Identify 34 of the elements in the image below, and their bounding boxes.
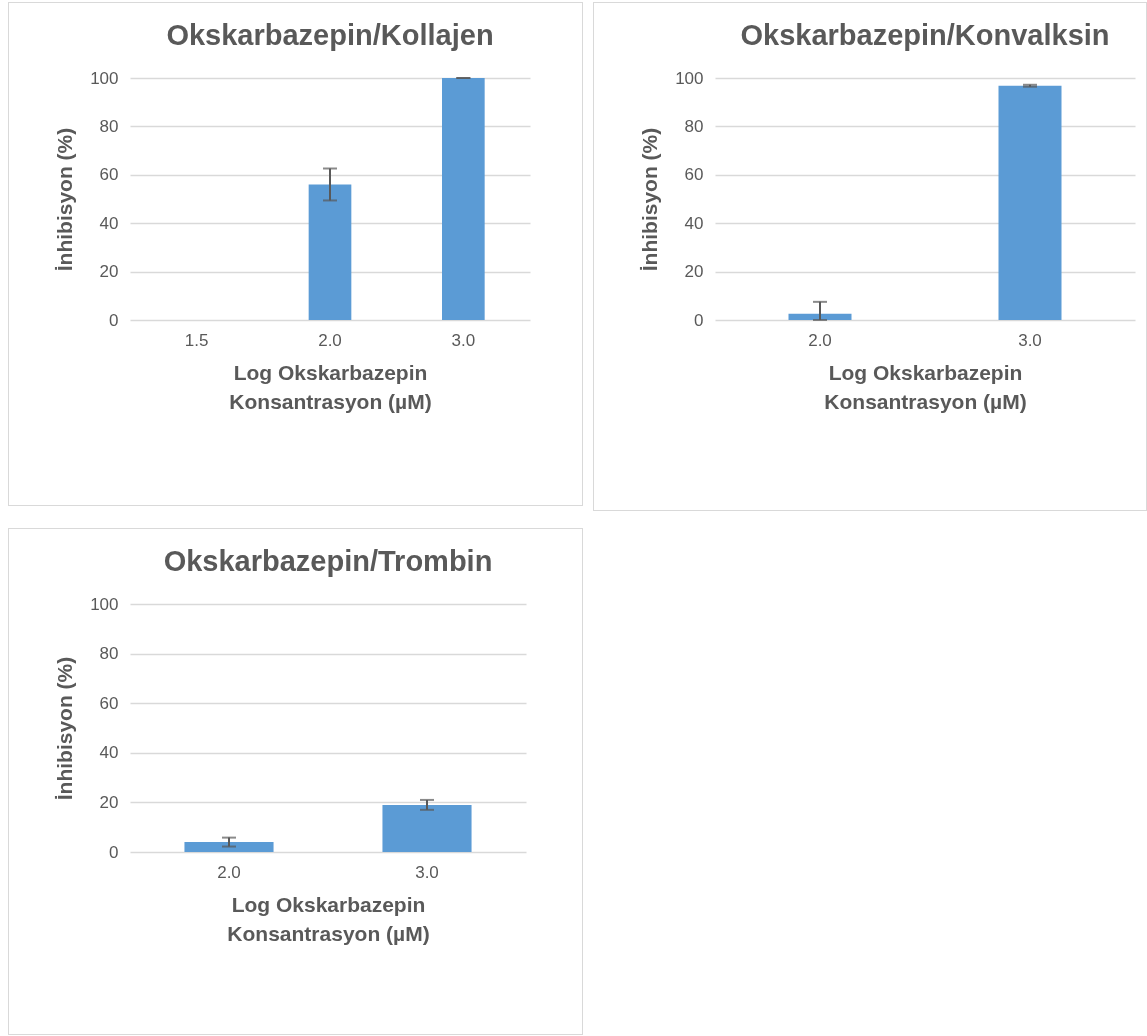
y-tick-label: 40 [99, 213, 119, 233]
chart-title: Okskarbazepin/Kollajen [166, 19, 494, 51]
y-tick-label: 40 [99, 743, 119, 763]
x-axis-title: Log Okskarbazepin Konsantrasyon (µM) [824, 360, 1027, 413]
y-axis-title: İnhibisyon (%) [638, 127, 662, 272]
y-tick-label: 100 [675, 68, 704, 88]
x-tick-label: 2.0 [318, 330, 342, 350]
x-axis-title: Log Okskarbazepin Konsantrasyon (µM) [227, 892, 430, 945]
chart-title: Okskarbazepin/Konvalksin [740, 19, 1110, 51]
y-axis-title: İnhibisyon (%) [53, 656, 77, 801]
y-tick-label: 0 [694, 310, 704, 330]
x-tick-label: 2.0 [808, 330, 832, 350]
x-axis-title: Log Okskarbazepin Konsantrasyon (µM) [229, 360, 432, 413]
y-tick-label: 60 [99, 693, 119, 713]
y-tick-label: 40 [684, 213, 704, 233]
y-tick-label: 80 [99, 116, 119, 136]
x-tick-label: 3.0 [451, 330, 476, 350]
x-tick-label: 1.5 [184, 330, 209, 350]
y-tick-label: 20 [99, 262, 119, 282]
y-tick-label: 100 [90, 68, 119, 88]
y-tick-label: 60 [99, 165, 119, 185]
x-tick-label: 3.0 [415, 862, 439, 882]
y-tick-label: 60 [684, 165, 704, 185]
y-tick-label: 80 [99, 644, 119, 664]
chart-title: Okskarbazepin/Trombin [163, 545, 493, 577]
y-tick-label: 100 [90, 594, 119, 614]
y-tick-label: 80 [684, 116, 704, 136]
y-tick-label: 20 [99, 792, 119, 812]
y-tick-label: 20 [684, 262, 704, 282]
y-tick-label: 0 [109, 842, 119, 862]
y-axis-title: İnhibisyon (%) [53, 127, 77, 272]
x-tick-label: 3.0 [1018, 330, 1042, 350]
x-tick-label: 2.0 [217, 862, 241, 882]
y-tick-label: 0 [109, 310, 119, 330]
